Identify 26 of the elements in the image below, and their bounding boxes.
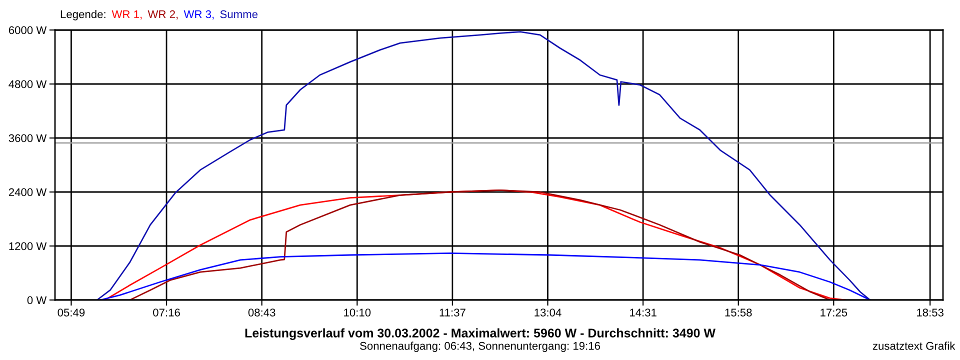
x-tick-label: 15:58 [725, 308, 752, 316]
y-tick-label: 1200 W [9, 242, 47, 250]
x-tick-label: 08:43 [248, 308, 276, 316]
text: WR 2, [148, 10, 178, 20]
line-series [96, 31, 871, 300]
x-tick-label: 13:04 [534, 308, 562, 316]
text: Summe [220, 10, 258, 18]
x-tick-label: 14:31 [630, 308, 656, 316]
y-tick-label: 0 W [27, 296, 47, 304]
y-tick-label: 2400 W [8, 188, 47, 196]
text: WR 3, [184, 10, 214, 20]
text: zusatztext Grafik [872, 342, 956, 350]
x-tick-label: 11:37 [440, 308, 466, 316]
text: WR 1, [112, 10, 142, 20]
y-tick-label: 3600 W [8, 134, 47, 142]
y-tick-label: 6000 W [8, 26, 47, 34]
legend-title: Legende: [60, 10, 106, 20]
x-tick-label: 10:10 [344, 308, 371, 316]
y-tick-label: 4800 W [8, 80, 47, 88]
text: Sonnenaufgang: 06:43, Sonnenuntergang: 19:16 [360, 342, 600, 352]
x-tick-label: 17:25 [820, 308, 848, 316]
line-series [100, 252, 871, 300]
x-tick-label: 07:16 [153, 308, 180, 316]
x-tick-label: 05:49 [58, 308, 85, 316]
x-tick-label: 18:53 [917, 308, 944, 316]
text: Leistungsverlauf vom 30.03.2002 - Maximalwert: 5960 W - Durchschnitt: 3490 W [245, 328, 716, 340]
